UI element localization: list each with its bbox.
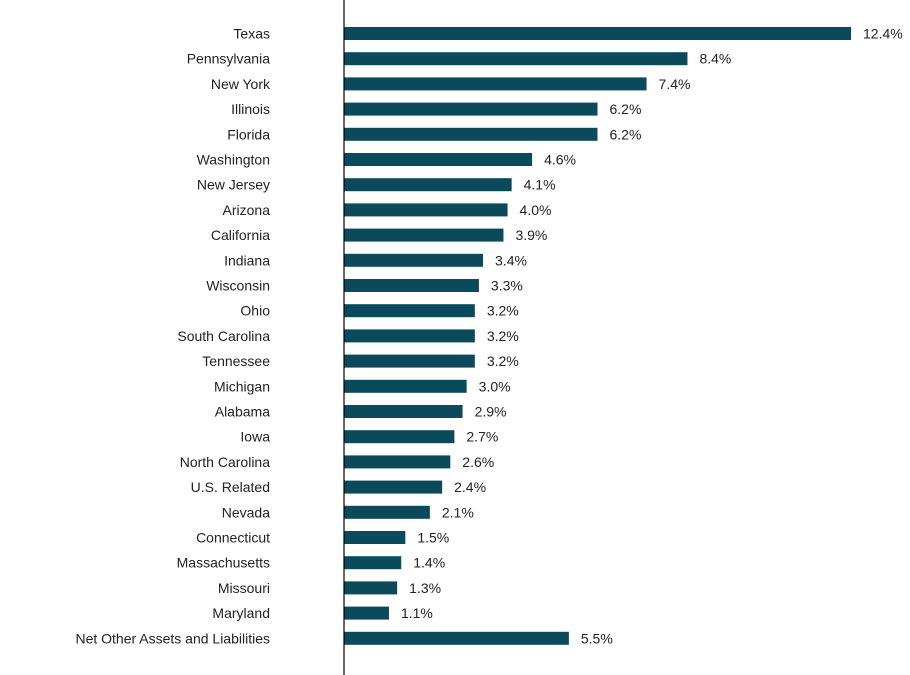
bar <box>344 505 430 519</box>
category-label: North Carolina <box>180 454 270 470</box>
value-label: 12.4% <box>863 26 903 42</box>
category-label: Florida <box>227 126 270 142</box>
bar <box>344 304 475 318</box>
bar <box>344 455 451 469</box>
bar <box>344 203 508 217</box>
value-label: 4.0% <box>520 202 552 218</box>
bar <box>344 405 463 418</box>
bar <box>344 354 475 368</box>
category-label: Ohio <box>240 303 270 319</box>
value-label: 2.6% <box>462 454 494 470</box>
category-label: Iowa <box>240 429 270 445</box>
value-label: 6.2% <box>610 126 642 142</box>
value-label: 1.5% <box>417 530 449 546</box>
value-label: 3.3% <box>491 278 523 294</box>
category-label: Washington <box>197 152 270 168</box>
category-label: New Jersey <box>197 177 270 193</box>
bar <box>344 581 398 595</box>
value-label: 3.2% <box>487 353 519 369</box>
value-label: 5.5% <box>581 630 613 646</box>
value-label: 8.4% <box>699 51 731 67</box>
category-label: Illinois <box>231 101 270 117</box>
category-label: Nevada <box>222 504 270 520</box>
bar <box>344 77 647 91</box>
value-label: 1.1% <box>401 605 433 621</box>
category-label: New York <box>211 76 271 92</box>
value-label: 3.2% <box>487 328 519 344</box>
category-labels-layer: Texas Pennsylvania New York Illinois Florida… <box>75 26 271 647</box>
category-label: Pennsylvania <box>187 51 270 67</box>
category-label: Wisconsin <box>206 278 270 294</box>
bar <box>344 379 467 393</box>
category-label: Indiana <box>224 252 270 268</box>
category-label: U.S. Related <box>191 479 270 495</box>
bars-layer <box>344 27 851 645</box>
bar <box>344 52 688 66</box>
category-label: Arizona <box>223 202 271 218</box>
category-label: Tennessee <box>202 353 270 369</box>
value-label: 3.2% <box>487 303 519 319</box>
bar <box>344 531 406 544</box>
category-label: Massachusetts <box>177 555 270 571</box>
category-label: Michigan <box>214 378 270 394</box>
value-label: 7.4% <box>659 76 691 92</box>
bar <box>344 279 479 292</box>
bar <box>344 127 598 141</box>
category-label: Net Other Assets and Liabilities <box>75 630 270 646</box>
bar <box>344 430 455 444</box>
value-label: 4.1% <box>524 177 556 193</box>
category-label: California <box>211 227 270 243</box>
value-label: 1.4% <box>413 555 445 571</box>
category-label: Missouri <box>218 580 270 596</box>
bar <box>344 556 402 570</box>
bar <box>344 606 389 620</box>
bar <box>344 102 598 116</box>
category-label: Alabama <box>215 404 270 420</box>
value-labels-layer: 12.4% 8.4% 7.4% 6.2% 6.2% 4.6% 4.1% 4.0% 3.9% 3.4… <box>401 26 903 647</box>
bar <box>344 631 569 645</box>
value-label: 1.3% <box>409 580 441 596</box>
bar <box>344 480 443 494</box>
value-label: 2.7% <box>466 429 498 445</box>
value-label: 2.1% <box>442 504 474 520</box>
value-label: 2.4% <box>454 479 486 495</box>
value-label: 3.9% <box>515 227 547 243</box>
value-label: 2.9% <box>475 404 507 420</box>
bar <box>344 228 504 242</box>
value-label: 3.4% <box>495 252 527 268</box>
bar <box>344 253 484 267</box>
value-label: 4.6% <box>544 152 576 168</box>
bar <box>344 153 533 166</box>
category-label: South Carolina <box>177 328 270 344</box>
bar <box>344 329 475 343</box>
bar <box>344 27 851 40</box>
value-label: 3.0% <box>479 378 511 394</box>
category-label: Connecticut <box>196 530 270 546</box>
bar <box>344 178 512 192</box>
value-label: 6.2% <box>610 101 642 117</box>
category-label: Maryland <box>212 605 270 621</box>
category-label: Texas <box>233 26 270 42</box>
